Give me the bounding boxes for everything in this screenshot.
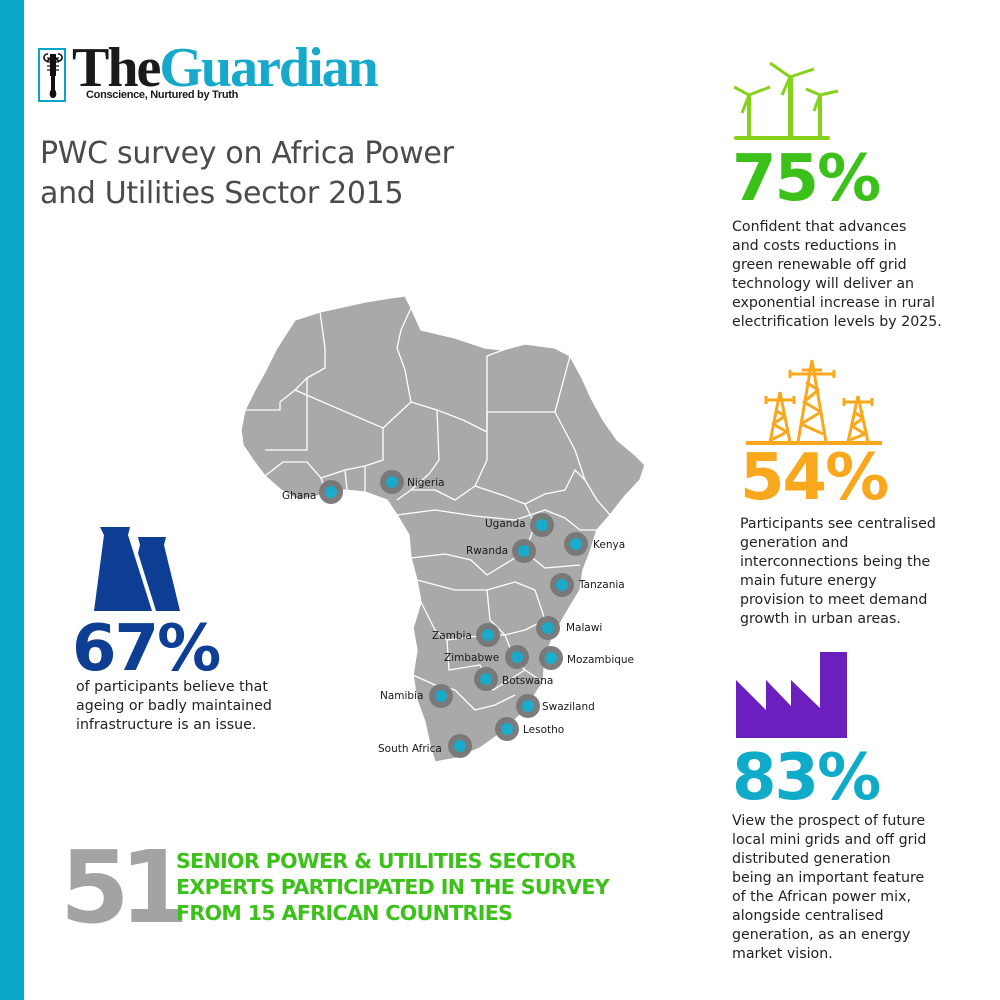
label-uganda: Uganda (485, 518, 526, 530)
logo-the: The (72, 37, 161, 99)
stat-value-83: 83% (732, 741, 881, 815)
desc-line: Confident that advances (732, 219, 907, 235)
label-zambia: Zambia (432, 630, 472, 642)
label-rwanda: Rwanda (466, 545, 509, 557)
title-line-2: and Utilities Sector 2015 (40, 176, 404, 211)
page-title: PWC survey on Africa Power and Utilities… (40, 134, 560, 214)
desc-line: Participants see centralised (740, 516, 936, 532)
label-namibia: Namibia (380, 690, 424, 702)
desc-line: View the prospect of future (732, 813, 926, 829)
africa-map: Ghana Nigeria Uganda Kenya Rwanda Tanzan… (225, 290, 655, 770)
marker-nigeria[interactable] (380, 470, 404, 494)
label-zimbabwe: Zimbabwe (444, 652, 500, 664)
marker-south-africa[interactable] (448, 734, 472, 758)
desc-line: interconnections being the (740, 554, 931, 570)
cooling-towers-icon (94, 527, 184, 618)
label-swaziland: Swaziland (542, 701, 595, 713)
marker-kenya[interactable] (564, 532, 588, 556)
desc-line: of participants believe that (76, 679, 268, 695)
stat-value-54: 54% (740, 441, 889, 515)
logo-tagline: Conscience, Nurtured by Truth (86, 89, 239, 101)
side-accent-bar (0, 0, 24, 1000)
desc-line: local mini grids and off grid (732, 832, 927, 848)
participants-line: SENIOR POWER & UTILITIES SECTOR (176, 849, 576, 873)
desc-line: generation, as an energy (732, 927, 911, 943)
label-ghana: Ghana (282, 490, 317, 502)
marker-uganda[interactable] (530, 513, 554, 537)
desc-line: exponential increase in rural (732, 295, 935, 311)
title-line-1: PWC survey on Africa Power (40, 136, 454, 171)
label-tanzania: Tanzania (579, 579, 625, 591)
participants-count: 51 (60, 829, 189, 946)
marker-tanzania[interactable] (550, 573, 574, 597)
stat-desc-75: Confident that advances and costs reduct… (732, 218, 972, 332)
stat-desc-67: of participants believe that ageing or b… (76, 678, 336, 735)
wind-turbines-icon (730, 55, 840, 150)
desc-line: ageing or badly maintained (76, 698, 272, 714)
label-lesotho: Lesotho (523, 724, 565, 736)
logo-emblem-icon (38, 48, 66, 102)
label-nigeria: Nigeria (407, 477, 445, 489)
label-mozambique: Mozambique (567, 654, 635, 666)
stat-value-67: 67% (72, 612, 221, 686)
label-south-africa: South Africa (378, 743, 442, 755)
marker-mozambique[interactable] (539, 646, 563, 670)
desc-line: technology will deliver an (732, 276, 914, 292)
desc-line: alongside centralised (732, 908, 884, 924)
desc-line: green renewable off grid (732, 257, 907, 273)
marker-zimbabwe[interactable] (505, 645, 529, 669)
marker-lesotho[interactable] (495, 717, 519, 741)
transmission-towers-icon (744, 352, 884, 451)
stat-desc-54: Participants see centralised generation … (740, 515, 980, 629)
marker-rwanda[interactable] (512, 539, 536, 563)
desc-line: of the African power mix, (732, 889, 911, 905)
marker-namibia[interactable] (429, 684, 453, 708)
participants-description: SENIOR POWER & UTILITIES SECTOR EXPERTS … (176, 848, 656, 926)
factory-icon (736, 652, 848, 745)
marker-ghana[interactable] (319, 480, 343, 504)
marker-malawi[interactable] (536, 616, 560, 640)
stat-desc-83: View the prospect of future local mini g… (732, 812, 972, 964)
desc-line: main future energy (740, 573, 877, 589)
marker-swaziland[interactable] (516, 694, 540, 718)
desc-line: electrification levels by 2025. (732, 314, 942, 330)
desc-line: market vision. (732, 946, 833, 962)
desc-line: generation and (740, 535, 849, 551)
marker-botswana[interactable] (474, 667, 498, 691)
participants-line: EXPERTS PARTICIPATED IN THE SURVEY (176, 875, 610, 899)
desc-line: and costs reductions in (732, 238, 897, 254)
desc-line: being an important feature (732, 870, 925, 886)
desc-line: infrastructure is an issue. (76, 717, 257, 733)
logo-wordmark: TheGuardian (72, 37, 379, 99)
label-malawi: Malawi (566, 622, 603, 634)
marker-zambia[interactable] (476, 623, 500, 647)
stat-value-75: 75% (732, 142, 881, 216)
desc-line: growth in urban areas. (740, 611, 901, 627)
desc-line: distributed generation (732, 851, 891, 867)
desc-line: provision to meet demand (740, 592, 928, 608)
label-kenya: Kenya (593, 539, 626, 551)
label-botswana: Botswana (502, 675, 554, 687)
participants-line: FROM 15 AFRICAN COUNTRIES (176, 901, 513, 925)
logo-guardian: Guardian (159, 37, 378, 99)
